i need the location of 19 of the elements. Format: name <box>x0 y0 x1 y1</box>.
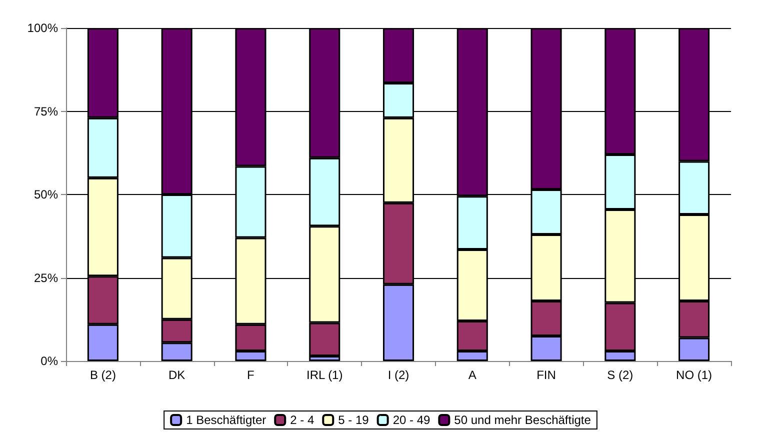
legend-label: 5 - 19 <box>338 413 370 427</box>
legend-label: 20 - 49 <box>392 413 430 427</box>
y-tick-label: 75% <box>34 104 58 118</box>
x-tick-label: F <box>247 368 254 382</box>
x-tick-label: DK <box>168 368 186 382</box>
x-tick-label: A <box>468 368 476 382</box>
x-tick-label: FIN <box>536 368 556 382</box>
y-tick-label: 0% <box>40 354 58 368</box>
y-tick-label: 25% <box>34 270 58 285</box>
y-tick-label: 100% <box>27 21 58 35</box>
x-tick-label: S (2) <box>607 368 634 382</box>
y-tick-label: 50% <box>34 188 58 202</box>
x-tick-label: NO (1) <box>676 368 712 382</box>
legend-label: 50 und mehr Beschäftigte <box>454 413 592 427</box>
x-tick-label: IRL (1) <box>306 368 343 382</box>
legend-label: 1 Beschäftigter <box>186 413 266 427</box>
x-tick-label: I (2) <box>388 368 410 382</box>
legend-label: 2 - 4 <box>290 413 314 427</box>
x-tick-label: B (2) <box>90 368 116 382</box>
